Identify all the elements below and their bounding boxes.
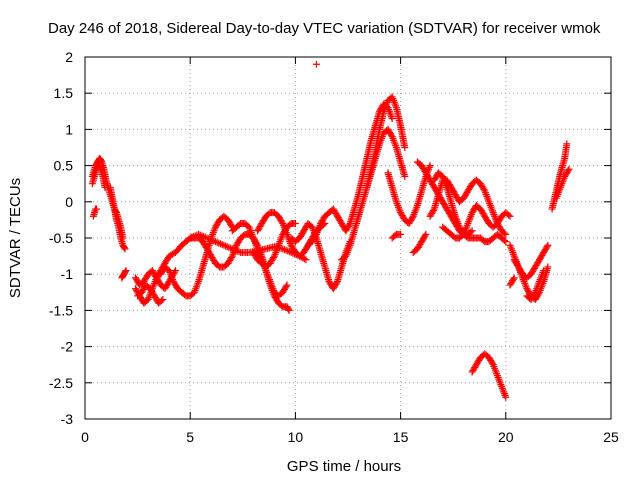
data-point	[401, 172, 409, 180]
x-tick-label: 10	[288, 429, 304, 445]
y-tick-label: -1	[61, 266, 74, 282]
data-point	[96, 164, 104, 172]
data-point	[223, 243, 231, 251]
data-point	[488, 359, 496, 367]
data-point	[312, 60, 320, 68]
data-point	[506, 212, 514, 220]
x-tick-label: 0	[81, 429, 89, 445]
x-axis-title: GPS time / hours	[287, 458, 401, 475]
data-point	[280, 246, 288, 254]
data-point	[200, 233, 208, 241]
y-axis-title: SDTVAR / TECUs	[7, 178, 24, 298]
data-point	[502, 393, 510, 401]
y-tick-label: -2.5	[49, 375, 73, 391]
y-tick-label: 0.5	[54, 158, 74, 174]
data-point	[302, 256, 310, 264]
data-point	[168, 250, 176, 258]
data-point	[429, 206, 437, 214]
data-point	[544, 241, 552, 249]
y-tick-label: 1.5	[54, 85, 74, 101]
data-point	[564, 167, 572, 175]
data-point	[171, 267, 179, 275]
data-point	[220, 241, 228, 249]
data-point	[222, 242, 230, 250]
data-point	[480, 185, 488, 193]
grid-lines	[85, 57, 611, 419]
data-point	[543, 243, 551, 251]
data-point	[388, 115, 396, 123]
data-point	[467, 228, 475, 236]
chart-title: Day 246 of 2018, Sidereal Day-to-day VTE…	[48, 20, 601, 37]
data-point	[408, 214, 416, 222]
data-point	[282, 246, 290, 254]
y-tick-label: -3	[61, 411, 74, 427]
data-point	[397, 230, 405, 238]
data-point	[93, 205, 101, 213]
data-point	[500, 236, 508, 244]
data-point	[201, 233, 209, 241]
data-point	[283, 281, 291, 289]
data-point	[565, 165, 573, 173]
data-point	[540, 267, 548, 275]
data-point	[284, 305, 292, 313]
data-point	[422, 230, 430, 238]
data-point	[500, 229, 508, 237]
axis-ticks: 0 5 10 15 20 25 -3 -2.5 -2 -1.5 -1 -0.5 0 0.5 1 1.5 2	[49, 49, 619, 445]
data-point	[213, 238, 221, 246]
data-point	[159, 296, 167, 304]
data-point	[426, 162, 434, 170]
data-point	[282, 283, 290, 291]
data-point	[300, 255, 308, 263]
y-tick-label: 1	[65, 121, 73, 137]
y-tick-label: -1.5	[49, 302, 73, 318]
data-point	[97, 157, 105, 165]
data-point	[216, 240, 224, 248]
data-point	[333, 279, 341, 287]
data-point	[509, 275, 517, 283]
data-point	[218, 241, 226, 249]
data-point	[312, 232, 320, 240]
data-series	[88, 60, 573, 401]
data-point	[270, 254, 278, 262]
data-point	[468, 227, 476, 235]
data-point	[227, 244, 235, 252]
y-tick-label: 0	[65, 194, 73, 210]
data-point	[291, 220, 299, 228]
data-point	[285, 306, 293, 314]
data-point	[235, 248, 243, 256]
data-point	[225, 243, 233, 251]
y-tick-label: -0.5	[49, 230, 73, 246]
x-tick-label: 20	[498, 429, 514, 445]
data-point	[121, 268, 129, 276]
data-point	[530, 290, 538, 298]
data-point	[563, 140, 571, 148]
x-tick-label: 25	[603, 429, 619, 445]
data-point	[157, 297, 165, 305]
data-point	[421, 232, 429, 240]
data-point	[544, 263, 552, 271]
data-point	[227, 254, 235, 262]
data-point	[215, 239, 223, 247]
data-point	[278, 218, 286, 226]
data-point	[122, 267, 130, 275]
x-tick-label: 5	[186, 429, 194, 445]
data-point	[286, 248, 294, 256]
y-tick-label: 2	[65, 49, 73, 65]
data-point	[401, 144, 409, 151]
x-tick-label: 15	[393, 429, 409, 445]
data-point	[387, 131, 395, 139]
data-point	[502, 238, 510, 246]
data-point	[510, 274, 518, 282]
data-point	[505, 211, 513, 219]
y-tick-label: -2	[61, 339, 74, 355]
data-point	[120, 244, 128, 252]
data-point	[121, 245, 129, 253]
data-point	[502, 230, 510, 238]
plot-frame	[84, 56, 612, 420]
data-point	[284, 247, 292, 255]
data-point	[227, 222, 235, 230]
data-point	[345, 221, 353, 229]
